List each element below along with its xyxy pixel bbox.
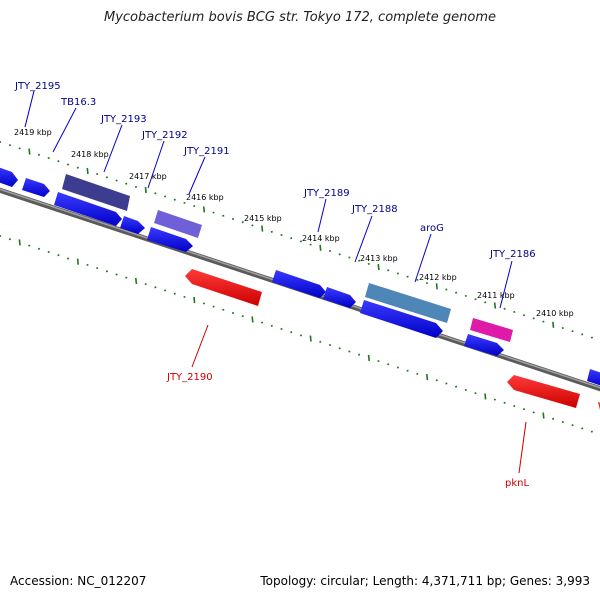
gene-label[interactable]: JTY_2195 xyxy=(14,81,61,92)
upper-tick-row xyxy=(0,140,593,339)
gene-label[interactable]: JTY_2191 xyxy=(183,146,230,157)
major-tick xyxy=(144,187,147,194)
gene-arrow[interactable] xyxy=(0,166,18,187)
kbp-label: 2410 kbp xyxy=(536,309,574,318)
gene-arrow[interactable] xyxy=(147,227,193,252)
major-tick xyxy=(484,393,487,400)
major-tick xyxy=(193,297,196,304)
gene-label[interactable]: JTY_2186 xyxy=(489,249,536,260)
gene-arrow[interactable] xyxy=(587,369,600,387)
kbp-label: 2414 kbp xyxy=(302,234,340,243)
kbp-label: 2413 kbp xyxy=(360,254,398,263)
major-tick xyxy=(493,302,497,309)
gene-arrow[interactable] xyxy=(62,174,130,211)
major-tick xyxy=(309,335,312,342)
major-tick xyxy=(18,239,21,246)
major-tick xyxy=(251,316,254,323)
gene-arrow[interactable] xyxy=(507,375,580,408)
gene-arrow[interactable] xyxy=(365,283,451,323)
gene-label[interactable]: TB16.3 xyxy=(60,97,96,108)
major-tick xyxy=(261,225,264,232)
major-tick xyxy=(135,277,138,284)
gene-label[interactable]: JTY_2192 xyxy=(141,130,188,141)
kbp-label: 2417 kbp xyxy=(129,172,167,181)
gene-arrow[interactable] xyxy=(323,287,356,308)
major-tick xyxy=(76,258,79,265)
gene-arrow[interactable] xyxy=(185,269,262,306)
major-tick xyxy=(202,206,206,213)
leader-lines xyxy=(24,90,527,474)
kbp-label: 2416 kbp xyxy=(186,193,224,202)
gene-label[interactable]: pknL xyxy=(505,478,529,489)
gene-arrow[interactable] xyxy=(470,318,513,342)
gene-arrow[interactable] xyxy=(464,334,504,356)
gene-label[interactable]: JTY_2188 xyxy=(351,204,398,215)
kbp-labels: 2419 kbp 2418 kbp 2417 kbp 2416 kbp 2415… xyxy=(14,128,574,318)
gene-labels: JTY_2195 TB16.3 JTY_2193 JTY_2192 JTY_21… xyxy=(14,81,536,489)
lower-tick-row xyxy=(0,234,593,433)
major-tick xyxy=(86,167,89,174)
major-tick xyxy=(28,148,31,155)
accession-text: Accession: NC_012207 xyxy=(10,574,147,588)
gene-label[interactable]: JTY_2193 xyxy=(100,114,147,125)
kbp-label: 2415 kbp xyxy=(244,214,282,223)
gene-arrow[interactable] xyxy=(120,216,145,234)
major-tick xyxy=(435,283,438,290)
gene-arrow[interactable] xyxy=(22,178,50,197)
major-tick xyxy=(552,321,555,328)
gene-arrow[interactable] xyxy=(272,270,326,298)
major-tick xyxy=(319,244,322,251)
genome-summary-text: Topology: circular; Length: 4,371,711 bp… xyxy=(260,574,590,588)
map-title: Mycobacterium bovis BCG str. Tokyo 172, … xyxy=(104,10,496,25)
kbp-label: 2419 kbp xyxy=(14,128,52,137)
gene-arrow[interactable] xyxy=(54,192,122,226)
major-tick xyxy=(542,412,545,419)
kbp-label: 2411 kbp xyxy=(477,291,515,300)
kbp-label: 2412 kbp xyxy=(419,273,457,282)
gene-label[interactable]: JTY_2190 xyxy=(166,372,213,383)
gene-arrow[interactable] xyxy=(360,300,443,338)
gene-arrow[interactable] xyxy=(154,210,202,238)
major-tick xyxy=(367,354,370,361)
reverse-genes xyxy=(185,269,600,410)
major-tick xyxy=(377,264,380,271)
major-tick xyxy=(426,374,429,381)
forward-genes xyxy=(0,166,600,387)
gene-label[interactable]: JTY_2189 xyxy=(303,188,350,199)
gene-label[interactable]: aroG xyxy=(420,223,444,234)
kbp-label: 2418 kbp xyxy=(71,150,109,159)
